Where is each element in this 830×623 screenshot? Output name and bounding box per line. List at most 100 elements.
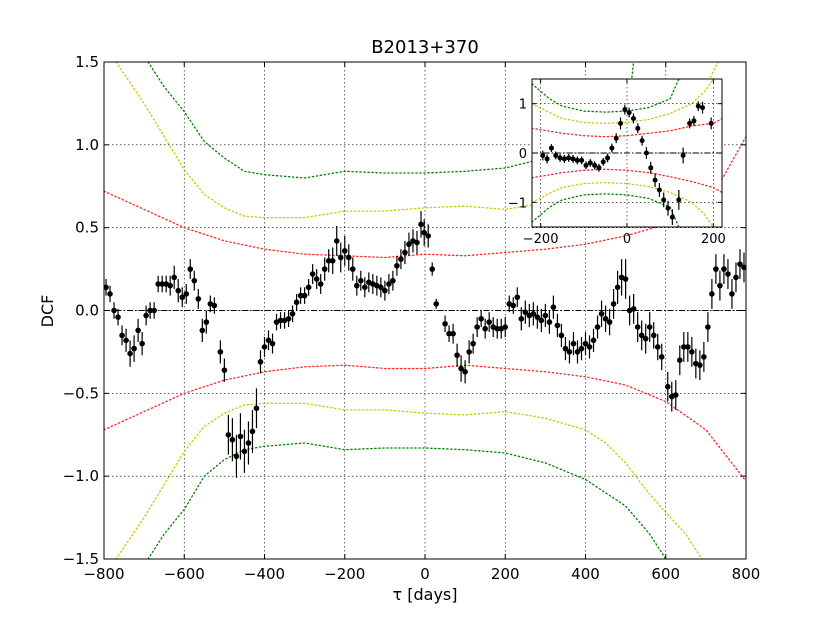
data-point [514,294,521,301]
data-point [729,291,735,297]
data-point [466,349,472,355]
inset-data-point [553,152,559,158]
inset-confidence-band-level-lower [532,168,722,194]
data-point [701,354,707,360]
data-point [221,367,228,373]
data-point [135,327,141,334]
confidence-band-1sigma-upper [104,135,746,259]
inset-data-point [570,156,576,162]
confidence-band-1sigma-lower [104,364,746,482]
inset-data-point [635,125,641,131]
data-point [402,249,408,256]
data-point [741,264,746,271]
data-point [127,350,133,357]
data-point [277,317,284,324]
data-point [638,332,645,339]
data-point [522,309,529,315]
data-point [646,324,653,330]
inset-data-point [587,160,593,166]
inset-confidence-band-level-upper [532,117,722,138]
data-point [155,281,161,287]
data-point [151,307,157,314]
data-point [293,299,300,306]
data-point [425,233,432,239]
data-point [183,291,190,297]
data-point [454,352,460,359]
inset-data-point [592,162,598,168]
data-point [203,319,210,325]
data-point [143,312,149,319]
data-point [394,262,400,269]
data-point [634,324,641,330]
data-point [594,324,601,330]
data-point [167,282,174,289]
data-point [309,271,316,277]
y-tick-label: 1.5 [75,53,99,71]
data-point [171,274,178,281]
data-point [598,311,605,317]
data-point [353,282,360,289]
data-point [482,325,488,332]
inset-x-tick-label: 0 [623,232,631,247]
data-point [737,261,743,267]
data-point [211,302,218,309]
data-point [390,277,396,284]
data-point [709,291,715,297]
chart-title: B2013+370 [371,37,479,58]
data-point [115,314,121,320]
data-point [566,349,573,355]
data-point [518,315,525,322]
data-point [305,284,312,291]
inset-data-point [540,152,546,158]
x-tick-label: 200 [491,565,520,583]
inset-data-point [687,120,693,126]
data-point [329,258,336,264]
inset-y-tick-label: 1 [519,98,527,113]
inset-confidence-band-level-upper [532,79,715,125]
data-point [614,284,621,291]
y-tick-label: −1.0 [63,467,99,485]
data-point [713,266,719,272]
inset-data-point [618,120,624,126]
data-point [586,344,593,350]
data-point [139,340,145,347]
data-point [502,324,509,330]
data-point [721,266,727,272]
data-point [337,254,344,261]
data-point [689,349,695,355]
data-point [446,330,452,337]
data-point [313,276,320,282]
data-point [433,301,440,307]
data-point [362,284,368,291]
data-point [429,266,436,272]
data-point [289,311,296,317]
data-point [317,281,324,287]
x-tick-label: −800 [83,565,124,583]
data-point [199,327,206,334]
x-tick-label: 800 [732,565,761,583]
inset-x-tick-label: −200 [523,232,559,247]
data-point [358,277,364,284]
data-point [697,362,703,368]
data-point [590,337,597,344]
data-point [610,301,617,307]
inset-data-point [596,165,602,171]
inset-data-point [579,157,585,163]
inset-data-point [626,110,632,116]
data-point [382,287,388,294]
data-point [159,281,165,287]
data-point [550,304,557,310]
data-point [672,392,679,398]
data-point [530,311,537,317]
data-point [119,332,125,339]
inset-data-point [639,138,645,144]
confidence-band-2sigma-lower [115,402,703,559]
data-point [378,284,384,291]
inset-data-point [600,159,606,165]
data-point [261,344,268,350]
data-point [285,315,292,322]
data-point [253,405,260,412]
data-point [450,330,456,337]
data-point [474,324,480,330]
y-tick-label: 0.5 [75,219,99,237]
